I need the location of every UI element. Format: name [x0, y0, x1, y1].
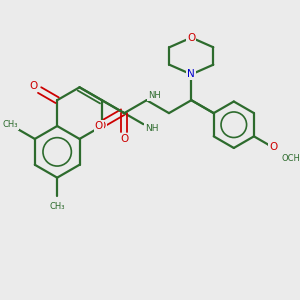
- Text: O: O: [120, 134, 128, 144]
- Text: NH: NH: [148, 91, 161, 100]
- Text: CH₃: CH₃: [2, 120, 18, 129]
- Text: OCH₃: OCH₃: [281, 154, 300, 163]
- Text: N: N: [188, 69, 195, 80]
- Text: O: O: [29, 81, 37, 92]
- Text: O: O: [269, 142, 277, 152]
- Text: O: O: [94, 121, 103, 131]
- Text: NH: NH: [145, 124, 158, 133]
- Text: O: O: [98, 121, 106, 131]
- Text: O: O: [187, 33, 196, 43]
- Text: CH₃: CH₃: [50, 202, 65, 211]
